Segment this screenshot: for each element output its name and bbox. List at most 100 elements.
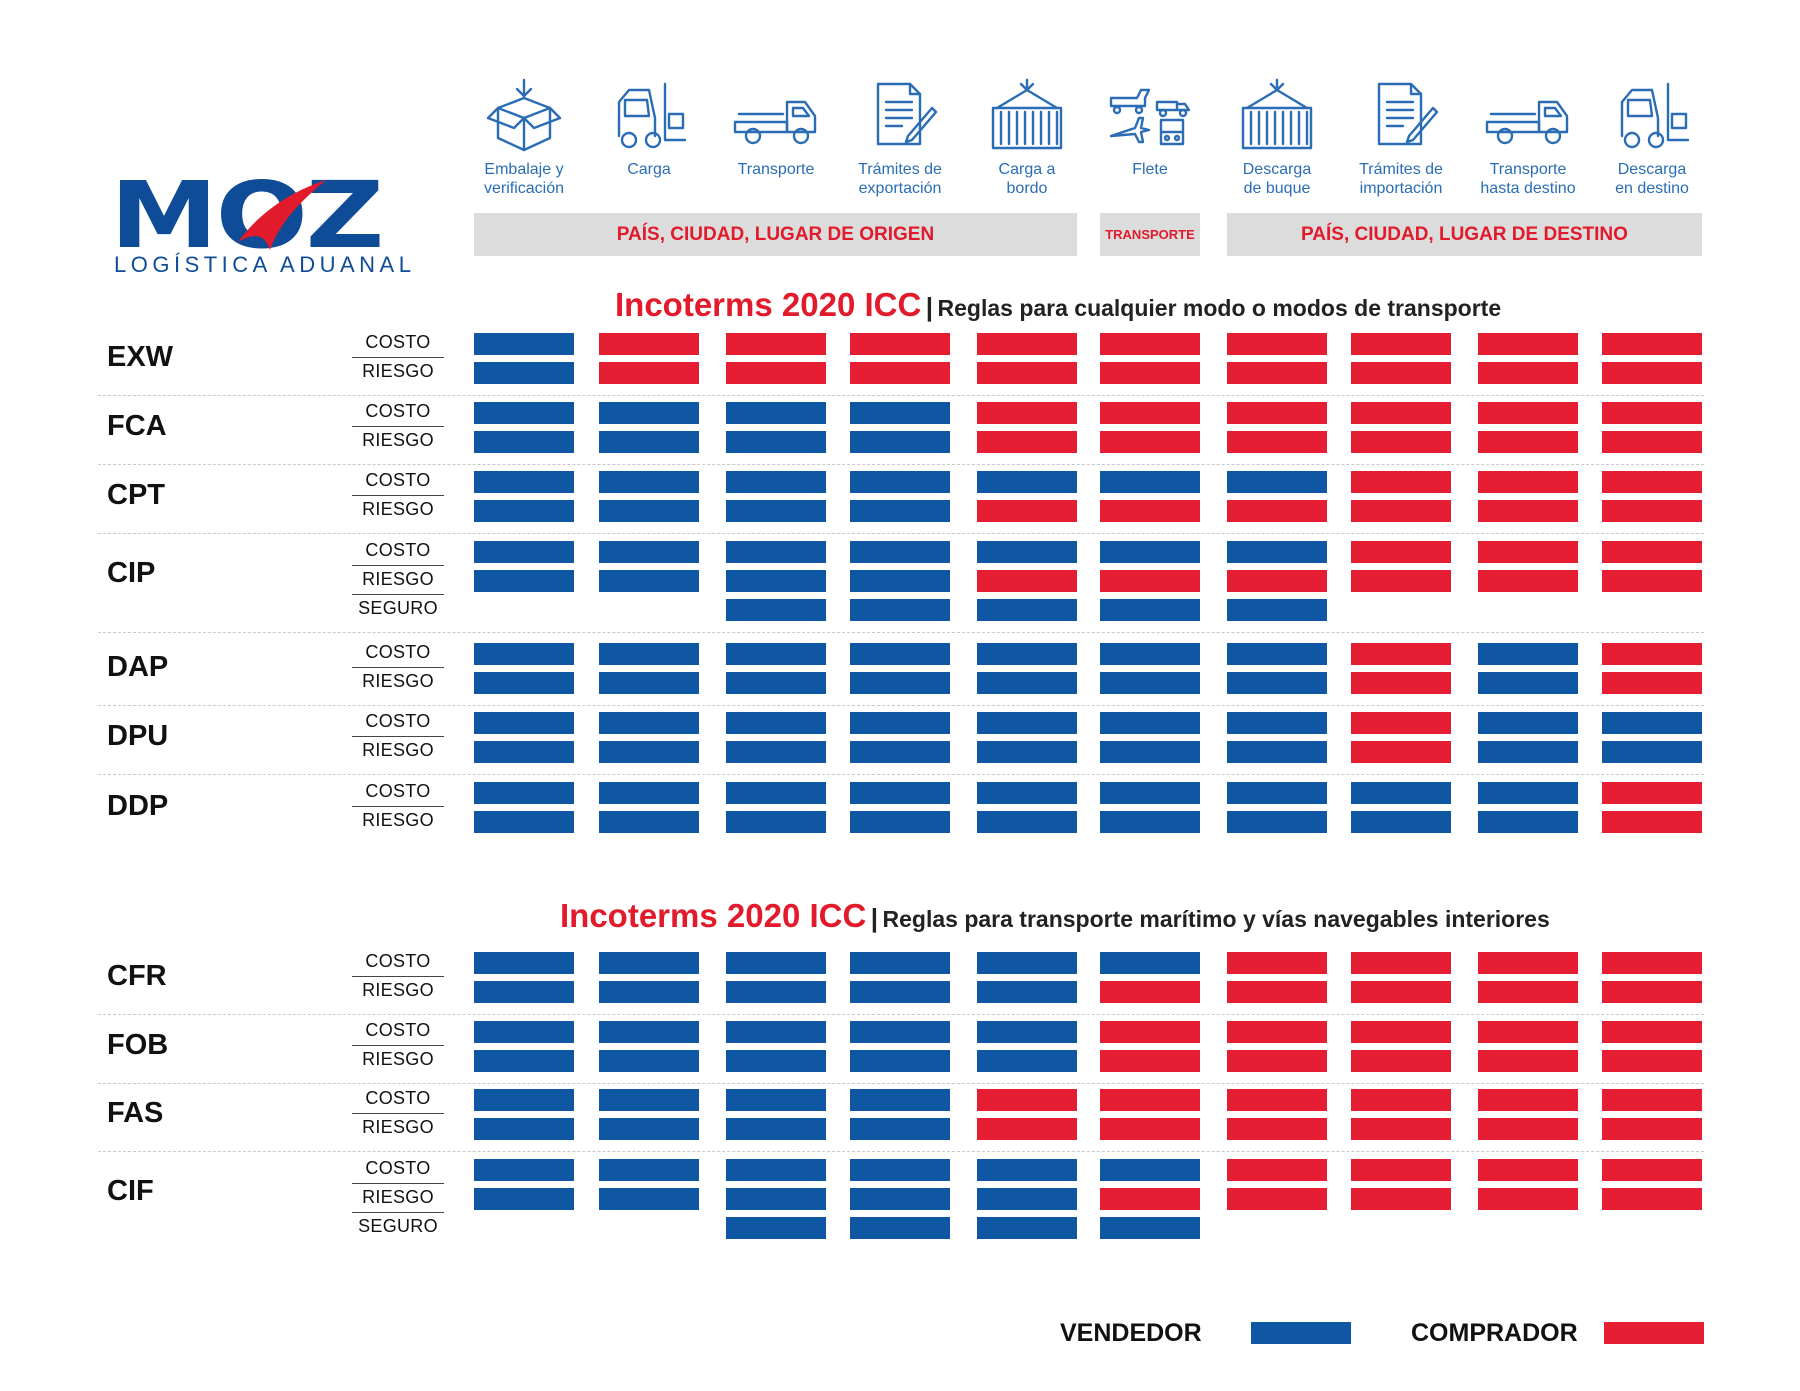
buyer-cell [1100, 1089, 1200, 1111]
seller-cell [977, 672, 1077, 694]
legend-buyer-swatch [1604, 1322, 1704, 1344]
row-label-riesgo: RIESGO [362, 980, 434, 1000]
row-label-costo: COSTO [365, 1158, 431, 1178]
buyer-cell [726, 333, 826, 355]
seller-cell [1100, 643, 1200, 665]
seller-cell [1227, 741, 1327, 763]
buyer-cell [977, 1118, 1077, 1140]
row-label-costo: COSTO [365, 1088, 431, 1108]
seller-cell [474, 741, 574, 763]
incoterm-cip: CIP [107, 556, 156, 589]
row-label-underline [352, 1183, 444, 1184]
forklift-icon [590, 78, 708, 156]
seller-cell [474, 362, 574, 384]
buyer-cell [1602, 782, 1702, 804]
row-label-underline [352, 806, 444, 807]
seller-cell [599, 741, 699, 763]
seller-cell [1478, 672, 1578, 694]
seller-cell [1100, 672, 1200, 694]
buyer-cell [1351, 1021, 1451, 1043]
seller-cell [850, 1050, 950, 1072]
buyer-cell [1351, 1188, 1451, 1210]
seller-cell [726, 1217, 826, 1239]
section-title-any-mode: Incoterms 2020 ICC | Reglas para cualqui… [615, 286, 1501, 324]
buyer-cell [1351, 362, 1451, 384]
seller-cell [599, 811, 699, 833]
seller-cell [474, 811, 574, 833]
seller-cell [1100, 811, 1200, 833]
step-8: Trámites de importación [1342, 78, 1460, 198]
buyer-cell [977, 402, 1077, 424]
buyer-cell [1351, 333, 1451, 355]
seller-cell [726, 1159, 826, 1181]
row-separator [98, 464, 1704, 465]
buyer-cell [1351, 672, 1451, 694]
buyer-cell [1602, 362, 1702, 384]
seller-cell [474, 471, 574, 493]
seller-cell [599, 471, 699, 493]
buyer-cell [1100, 362, 1200, 384]
row-label-costo: COSTO [365, 470, 431, 490]
section-title-separator: | [870, 903, 879, 933]
row-separator [98, 1014, 1704, 1015]
seller-cell [474, 712, 574, 734]
document-icon [841, 78, 959, 156]
seller-cell [726, 643, 826, 665]
section-title-red: Incoterms 2020 ICC [560, 897, 867, 934]
seller-cell [599, 952, 699, 974]
buyer-cell [1351, 1159, 1451, 1181]
buyer-cell [1227, 1050, 1327, 1072]
buyer-cell [1478, 500, 1578, 522]
buyer-cell [1602, 471, 1702, 493]
seller-cell [474, 1159, 574, 1181]
buyer-cell [1351, 1050, 1451, 1072]
seller-cell [474, 570, 574, 592]
seller-cell [474, 402, 574, 424]
buyer-cell [1351, 570, 1451, 592]
row-separator [98, 632, 1704, 633]
band-transport: TRANSPORTE [1100, 213, 1200, 256]
seller-cell [1227, 712, 1327, 734]
buyer-cell [1227, 362, 1327, 384]
buyer-cell [1100, 1118, 1200, 1140]
seller-cell [599, 712, 699, 734]
seller-cell [726, 712, 826, 734]
row-separator [98, 774, 1704, 775]
seller-cell [1351, 782, 1451, 804]
incoterm-fob: FOB [107, 1028, 169, 1061]
seller-cell [474, 1118, 574, 1140]
incoterm-dap: DAP [107, 650, 169, 683]
seller-cell [726, 431, 826, 453]
step-label: Embalaje y verificación [483, 161, 565, 197]
step-label: Trámites de importación [1359, 161, 1443, 197]
buyer-cell [1602, 333, 1702, 355]
buyer-cell [1351, 981, 1451, 1003]
seller-cell [977, 1159, 1077, 1181]
step-label: Carga a bordo [998, 161, 1056, 197]
buyer-cell [1602, 981, 1702, 1003]
incoterm-cpt: CPT [107, 478, 165, 511]
row-label-underline [352, 667, 444, 668]
row-label-underline [352, 594, 444, 595]
buyer-cell [1602, 1021, 1702, 1043]
row-label-riesgo: RIESGO [362, 810, 434, 830]
row-label-underline [352, 736, 444, 737]
row-label-seguro: SEGURO [358, 598, 438, 618]
buyer-cell [1227, 500, 1327, 522]
truck-icon [1469, 78, 1587, 156]
seller-cell [1478, 782, 1578, 804]
row-label-costo: COSTO [365, 781, 431, 801]
seller-cell [977, 1188, 1077, 1210]
buyer-cell [1351, 952, 1451, 974]
seller-cell [850, 570, 950, 592]
buyer-cell [977, 570, 1077, 592]
forklift-icon [1593, 78, 1711, 156]
buyer-cell [1351, 741, 1451, 763]
seller-cell [1100, 1159, 1200, 1181]
seller-cell [599, 672, 699, 694]
section-title-red: Incoterms 2020 ICC [615, 286, 922, 323]
buyer-cell [1478, 1089, 1578, 1111]
logo-tagline: LOGÍSTICA ADUANAL [114, 252, 416, 277]
seller-cell [726, 672, 826, 694]
seller-cell [726, 1089, 826, 1111]
